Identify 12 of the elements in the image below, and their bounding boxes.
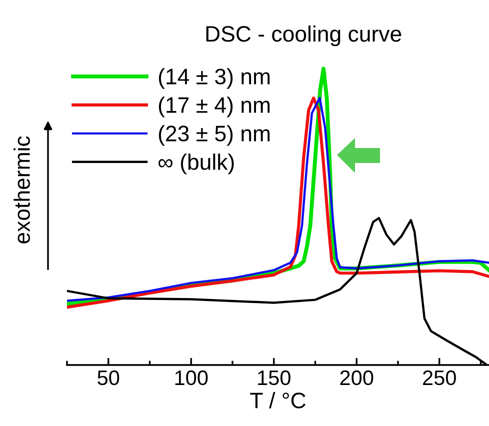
legend-label: ∞ (bulk) bbox=[158, 154, 234, 174]
x-tick-label: 50 bbox=[98, 370, 120, 386]
legend-label: (14 ± 3) nm bbox=[158, 68, 270, 89]
chart-title: DSC - cooling curve bbox=[206, 25, 402, 46]
legend-label: (17 ± 4) nm bbox=[158, 96, 270, 118]
x-tick-label: 150 bbox=[258, 370, 290, 386]
legend-label: (23 ± 5) nm bbox=[158, 125, 270, 146]
x-tick-label: 200 bbox=[340, 370, 374, 386]
x-tick-label: 250 bbox=[423, 370, 456, 386]
x-tick-label: 100 bbox=[175, 370, 208, 386]
x-axis-title: T / °C bbox=[250, 392, 306, 408]
y-axis-title: exothermic bbox=[14, 136, 30, 244]
